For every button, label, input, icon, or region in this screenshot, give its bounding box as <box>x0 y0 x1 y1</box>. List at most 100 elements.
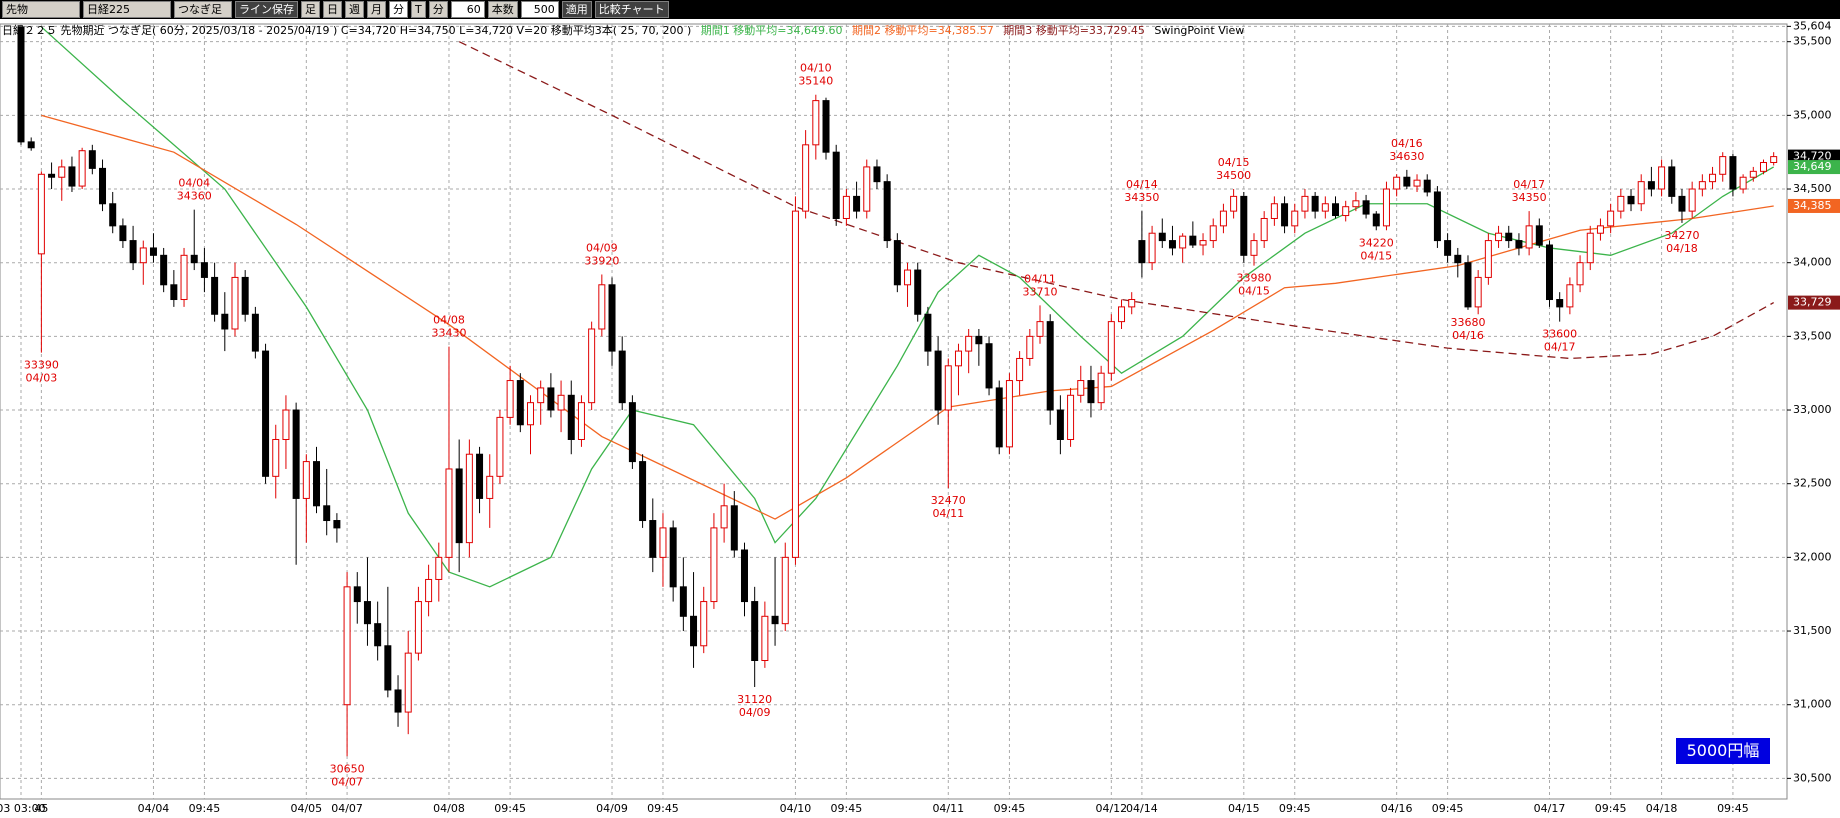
candle-body <box>1077 380 1085 396</box>
swing-value: 34500 <box>1216 169 1251 182</box>
candle-body <box>302 461 310 499</box>
swing-date: 04/04 <box>178 177 210 190</box>
day-button[interactable]: 日 <box>323 1 342 18</box>
candle-body <box>1087 380 1095 404</box>
candle-body <box>893 240 901 286</box>
swing-date: 04/07 <box>331 775 363 788</box>
swing-value: 32470 <box>931 494 966 507</box>
candle-body <box>445 468 453 558</box>
candle-body <box>404 652 412 713</box>
toolbar: 先物 日経225 つなぎ足 ライン保存 足 日 週 月 分 T 分 60 本数 … <box>0 0 1840 19</box>
candle-body <box>435 556 443 580</box>
price-tag-label: 34,385 <box>1793 199 1832 212</box>
candle-body <box>995 387 1003 448</box>
candle-body <box>506 380 514 418</box>
x-tick-label: 09:45 <box>994 802 1026 815</box>
swing-value: 34220 <box>1359 236 1394 249</box>
save-button[interactable]: ライン保存 <box>235 1 298 18</box>
month-button[interactable]: 月 <box>367 1 386 18</box>
candle-body <box>1566 284 1574 308</box>
candle-body <box>1281 203 1289 227</box>
candle-body <box>200 262 208 278</box>
swing-value: 34270 <box>1664 229 1699 242</box>
tick-button[interactable]: T <box>411 1 426 18</box>
plot-frame <box>0 23 1788 800</box>
x-tick-label: 09:45 <box>494 802 526 815</box>
swing-date: 04/18 <box>1666 242 1698 255</box>
candle-body <box>1393 176 1401 190</box>
candle-body <box>1637 181 1645 205</box>
swing-value: 33920 <box>584 254 619 267</box>
swing-date: 04/10 <box>800 62 832 75</box>
swing-date: 04/11 <box>1024 272 1056 285</box>
candle-body <box>333 520 341 529</box>
candle-body <box>1403 176 1411 187</box>
moving-average-line <box>41 114 1774 520</box>
candle-body <box>1311 195 1319 212</box>
candle-body <box>1464 262 1472 308</box>
swing-value: 34350 <box>1512 191 1547 204</box>
candle-body <box>557 394 565 411</box>
week-button[interactable]: 週 <box>345 1 364 18</box>
candle-body <box>1230 195 1238 212</box>
swing-value: 33710 <box>1023 285 1058 298</box>
y-tick-label: 35,500 <box>1793 35 1832 48</box>
candle-body <box>1596 225 1604 234</box>
swing-value: 34350 <box>1124 191 1159 204</box>
market-select[interactable]: 先物 <box>2 1 80 18</box>
swing-value: 33430 <box>431 327 466 340</box>
candle-body <box>262 350 270 477</box>
candle-body <box>1179 235 1187 249</box>
candle-body <box>1199 240 1207 246</box>
candle-body <box>343 586 351 706</box>
candle-body <box>1525 225 1533 249</box>
price-tag-label: 34,649 <box>1793 160 1832 173</box>
x-tick-label: 04/15 <box>1228 802 1260 815</box>
candle-body <box>1250 240 1258 256</box>
swing-value: 34360 <box>177 190 212 203</box>
candle-body <box>353 586 361 603</box>
count-input[interactable]: 500 <box>520 1 559 18</box>
price-tag <box>1788 160 1840 175</box>
candle-body <box>1372 213 1380 227</box>
x-tick-label: 45 <box>34 802 48 815</box>
candle-body <box>679 586 687 617</box>
candle-body <box>669 527 677 588</box>
candle-body <box>639 461 647 522</box>
swing-date: 04/15 <box>1360 249 1392 262</box>
x-tick-label: 04/16 <box>1381 802 1413 815</box>
x-tick-label: 04/09 <box>596 802 628 815</box>
mode-select[interactable]: つなぎ足 <box>174 1 232 18</box>
candle-body <box>241 276 249 315</box>
minute-button[interactable]: 分 <box>389 1 408 18</box>
candle-body <box>832 151 840 219</box>
index-select[interactable]: 日経225 <box>83 1 171 18</box>
compare-button[interactable]: 比較チャート <box>594 1 669 18</box>
candle-body <box>1617 195 1625 212</box>
candle-body <box>1301 195 1309 212</box>
candle-body <box>740 549 748 603</box>
candle-body <box>537 387 545 404</box>
candle-body <box>1413 179 1421 187</box>
candle-body <box>129 240 137 264</box>
swing-value: 35140 <box>798 75 833 88</box>
candle-body <box>1678 195 1686 212</box>
candle-body <box>160 254 168 286</box>
candle-body <box>588 328 596 404</box>
candle-body <box>608 284 616 352</box>
period-input[interactable]: 60 <box>450 1 485 18</box>
candle-body <box>934 350 942 411</box>
swing-value: 33980 <box>1236 272 1271 285</box>
apply-button[interactable]: 適用 <box>561 1 592 18</box>
candle-body <box>710 527 718 603</box>
candle-body <box>791 210 799 558</box>
candle-body <box>99 167 107 205</box>
candle-body <box>1209 225 1217 242</box>
candle-body <box>1444 240 1452 256</box>
